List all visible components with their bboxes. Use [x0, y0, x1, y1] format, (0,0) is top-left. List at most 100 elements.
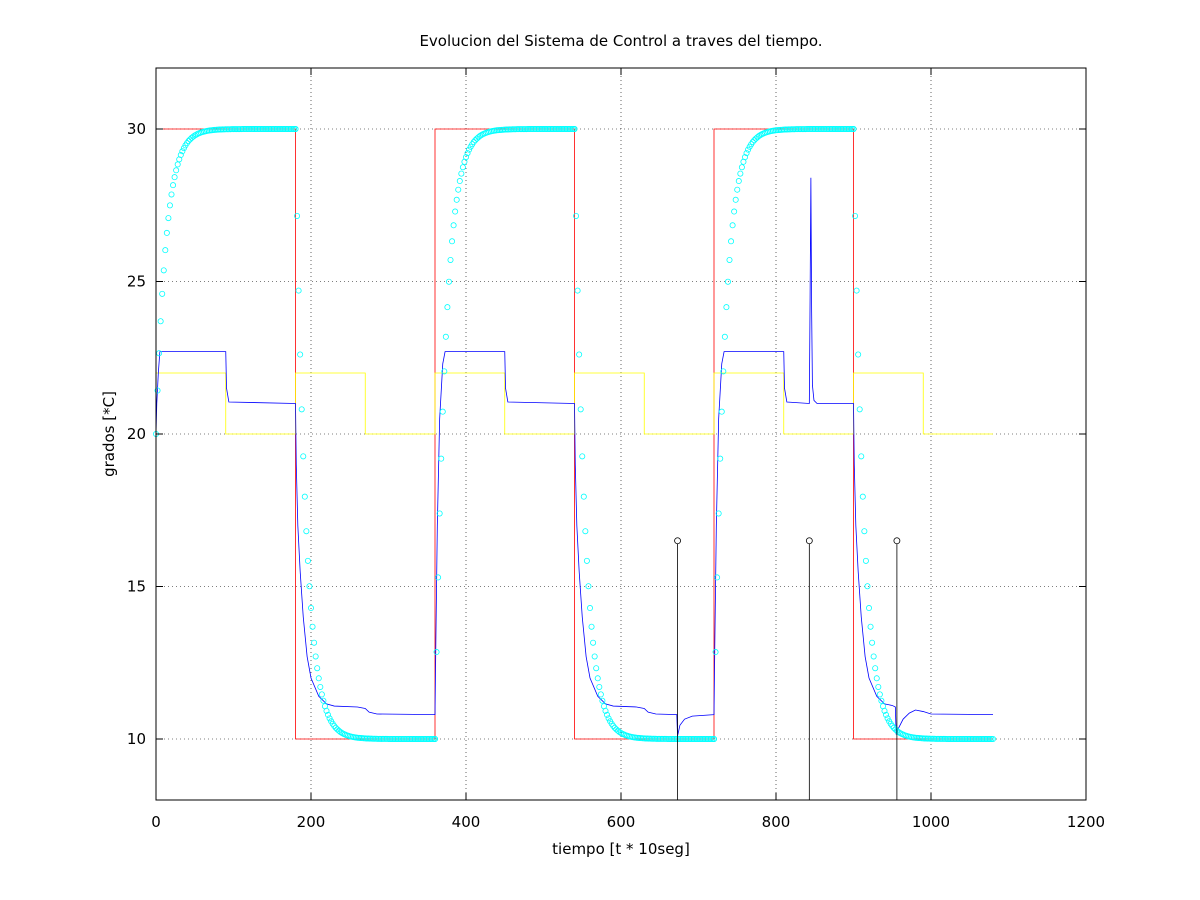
marker-point [700, 735, 707, 742]
marker-point [523, 126, 530, 133]
marker-point [462, 154, 469, 161]
marker-point [424, 735, 431, 742]
marker-point [436, 510, 443, 517]
marker-point [724, 278, 731, 285]
marker-point [805, 126, 812, 133]
marker-point [472, 137, 479, 144]
marker-point [314, 665, 321, 672]
marker-point [959, 735, 966, 742]
marker-point [235, 126, 242, 133]
marker-point [678, 735, 685, 742]
marker-point [408, 735, 415, 742]
marker-point [165, 215, 172, 222]
marker-point [514, 126, 521, 133]
marker-point [684, 735, 691, 742]
marker-point [715, 510, 722, 517]
marker-point [520, 126, 527, 133]
marker-point [476, 133, 483, 140]
marker-point [946, 735, 953, 742]
marker-point [323, 707, 330, 714]
marker-point [588, 623, 595, 630]
x-tick-label: 600 [607, 813, 636, 831]
marker-point [955, 735, 962, 742]
marker-point [664, 735, 671, 742]
marker-point [170, 182, 177, 189]
marker-point [418, 735, 425, 742]
marker-point [661, 735, 668, 742]
marker-point [289, 126, 296, 133]
marker-point [842, 126, 849, 133]
marker-point [402, 735, 409, 742]
marker-point [430, 735, 437, 742]
marker-point [745, 146, 752, 153]
marker-point [876, 691, 883, 698]
marker-point [397, 735, 404, 742]
y-tick-label: 15 [127, 578, 146, 596]
marker-point [732, 196, 739, 203]
marker-point [728, 238, 735, 245]
plot-series [152, 126, 997, 800]
marker-point [701, 735, 708, 742]
y-tick-label: 30 [127, 120, 146, 138]
marker-point [937, 735, 944, 742]
marker-point [729, 222, 736, 229]
marker-point [797, 126, 804, 133]
marker-point [526, 126, 533, 133]
marker-point [185, 138, 192, 145]
marker-point [312, 653, 319, 660]
marker-point [935, 735, 942, 742]
marker-point [799, 126, 806, 133]
marker-point [447, 256, 454, 263]
marker-point [656, 735, 663, 742]
marker-point [873, 675, 880, 682]
marker-point [309, 623, 316, 630]
marker-point [549, 126, 556, 133]
marker-point [675, 735, 682, 742]
marker-point [711, 736, 718, 743]
marker-point [283, 126, 290, 133]
marker-point [163, 229, 170, 236]
x-tick-label: 800 [762, 813, 791, 831]
x-tick-label: 1200 [1067, 813, 1105, 831]
marker-point [566, 126, 573, 133]
marker-point [453, 196, 460, 203]
marker-point [658, 735, 665, 742]
marker-point [534, 126, 541, 133]
marker-point [431, 736, 438, 743]
marker-point [611, 724, 618, 731]
marker-point [965, 735, 972, 742]
marker-point [232, 126, 239, 133]
marker-point [655, 735, 662, 742]
marker-point [407, 735, 414, 742]
marker-point [712, 649, 719, 656]
marker-point [875, 683, 882, 690]
marker-point [610, 722, 617, 729]
marker-point [988, 735, 995, 742]
marker-point [227, 126, 234, 133]
marker-point [391, 735, 398, 742]
marker-point [556, 126, 563, 133]
marker-point [301, 493, 308, 500]
marker-point [662, 735, 669, 742]
marker-point [821, 126, 828, 133]
marker-point [373, 735, 380, 742]
marker-point [749, 139, 756, 146]
marker-point [273, 126, 280, 133]
marker-point [399, 735, 406, 742]
marker-point [827, 126, 834, 133]
marker-point [870, 653, 877, 660]
marker-point [897, 729, 904, 736]
marker-point [726, 256, 733, 263]
marker-point [571, 126, 578, 133]
marker-point [714, 574, 721, 581]
x-axis-label: tiempo [t * 10seg] [552, 840, 690, 858]
marker-point [521, 126, 528, 133]
marker-point [847, 126, 854, 133]
marker-point [557, 126, 564, 133]
marker-point [703, 735, 710, 742]
marker-point [292, 126, 299, 133]
marker-point [976, 735, 983, 742]
marker-point [836, 126, 843, 133]
marker-point [168, 191, 175, 198]
